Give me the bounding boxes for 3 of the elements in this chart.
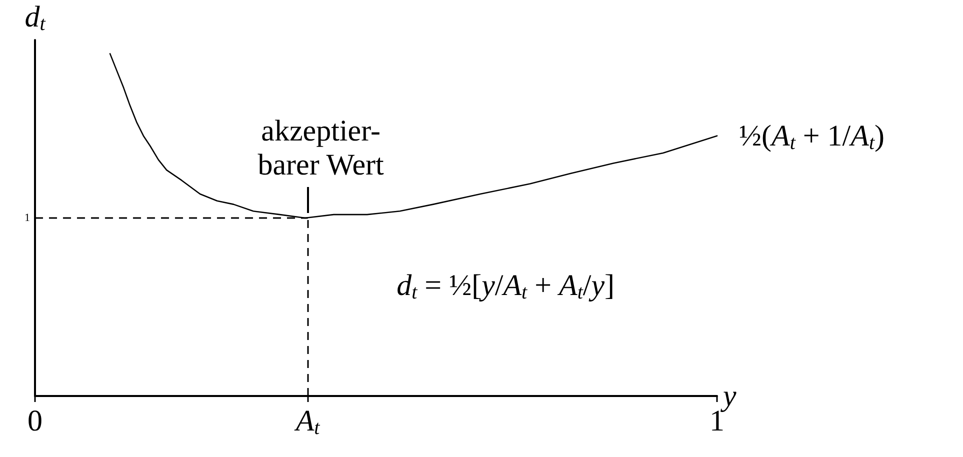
ref-line-label: 1 bbox=[24, 212, 30, 224]
annotation: akzeptier- barer Wert bbox=[258, 114, 385, 182]
x-tick-label: 0 bbox=[28, 404, 42, 438]
